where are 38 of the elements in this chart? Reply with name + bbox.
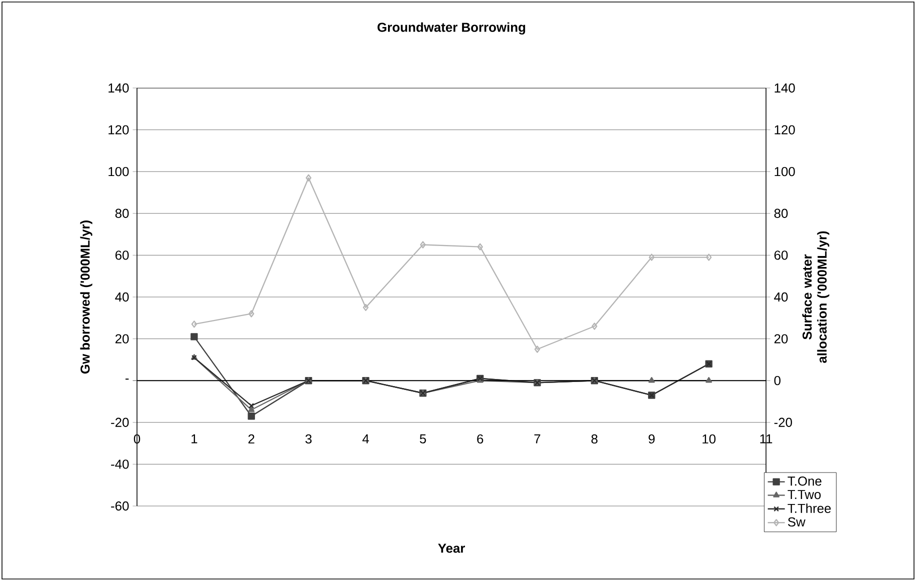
x-tick-label: 6 (477, 434, 484, 444)
x-tick-label: 3 (305, 434, 312, 444)
y-tick-label: 120 (108, 125, 129, 134)
legend-label: T.Three (788, 503, 831, 513)
x-axis-title: Year (438, 544, 465, 553)
y-tick-label: 40 (115, 292, 129, 302)
y-tick-label: 100 (108, 167, 129, 176)
x-tick-label: 1 (192, 434, 198, 444)
y-tick-label: -60 (111, 501, 129, 511)
x-tick-label: 7 (534, 434, 540, 444)
y-tick-label: 80 (115, 208, 129, 218)
y-tick-label: - (125, 378, 129, 380)
y2-tick-label: 60 (774, 250, 788, 260)
y2-tick-label: 140 (774, 83, 795, 93)
y2-axis-title: Surface water allocation ('000ML/yr) (802, 231, 830, 363)
x-tick-label: 4 (362, 434, 369, 444)
y2-tick-label: 80 (774, 208, 788, 218)
legend-label: T.Two (788, 490, 821, 500)
y2-tick-label: 100 (774, 167, 795, 176)
y-axis-title: Gw borrowed ('000ML/yr) (80, 220, 92, 374)
x-tick-label: 5 (420, 434, 426, 444)
y2-tick-label: 20 (774, 334, 788, 344)
y2-tick-label: 120 (774, 125, 795, 134)
chart-title: Groundwater Borrowing (378, 22, 526, 35)
y2-tick-label: 40 (774, 292, 788, 302)
legend-label: Sw (788, 517, 806, 526)
x-tick-label: 9 (648, 434, 655, 444)
x-tick-label: 2 (248, 434, 254, 444)
y-tick-label: 60 (115, 250, 129, 260)
y2-tick-label: 0 (774, 376, 780, 386)
y2-tick-label: -20 (774, 418, 792, 427)
y-tick-label: -20 (111, 418, 129, 427)
y-tick-label: 140 (108, 83, 129, 93)
legend-label: T.One (788, 476, 822, 486)
y-tick-label: 20 (115, 334, 129, 344)
y-tick-label: -40 (111, 460, 129, 469)
x-tick-label: 10 (702, 434, 716, 444)
x-tick-label: 8 (591, 434, 598, 444)
